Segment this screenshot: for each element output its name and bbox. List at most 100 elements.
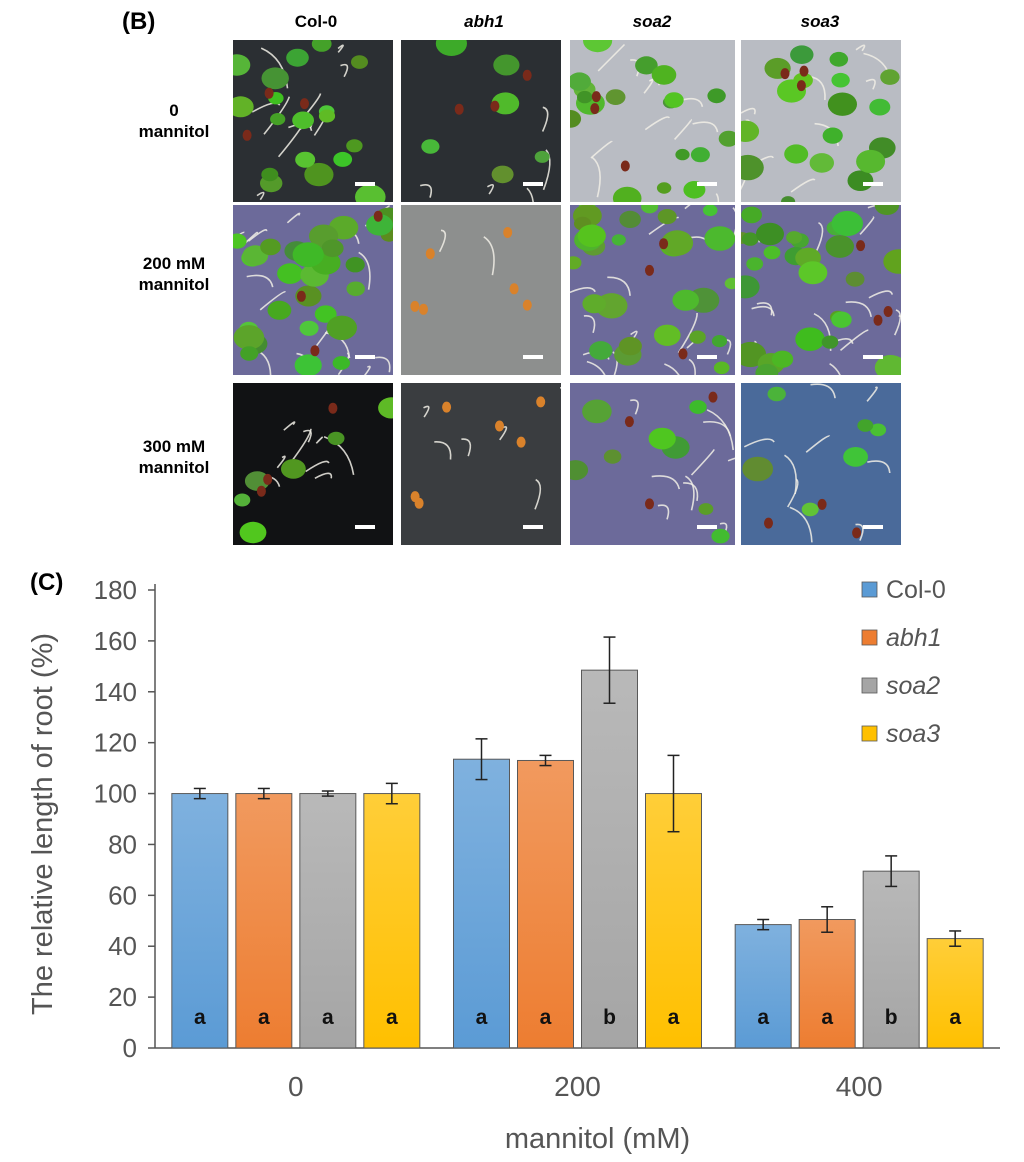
seed: [883, 306, 893, 317]
leaf: [326, 315, 357, 340]
leaf: [661, 230, 694, 256]
bar: [926, 938, 984, 1049]
y-axis-title: The relative length of root (%): [27, 633, 59, 1015]
significance-letter: b: [603, 1006, 616, 1029]
leaf: [611, 234, 626, 246]
seed: [764, 517, 773, 529]
leaf: [756, 222, 784, 246]
bar: [581, 669, 638, 1049]
leaf: [619, 210, 641, 228]
leaf: [261, 67, 289, 90]
row-header-line: mannitol: [138, 122, 210, 141]
seed: [425, 248, 435, 260]
leaf: [857, 419, 874, 432]
root-strand: [251, 102, 281, 113]
row-header-0-mannitol: 0 mannitol: [118, 100, 230, 142]
leaf: [618, 336, 642, 356]
root-strand: [784, 454, 797, 495]
leaf: [651, 65, 677, 85]
leaf: [707, 88, 726, 104]
leaf: [809, 153, 834, 173]
root-strand: [438, 229, 447, 253]
leaf: [260, 238, 281, 256]
root-strand: [692, 121, 719, 133]
row-header-line: 300 mM: [142, 437, 206, 456]
y-tick-label: 120: [94, 728, 137, 758]
seed: [591, 91, 601, 103]
leaf: [690, 147, 710, 163]
leaf: [831, 72, 850, 88]
root-strand: [286, 212, 301, 224]
root-strand: [855, 523, 864, 541]
seed: [624, 416, 634, 428]
leaf: [883, 249, 901, 274]
x-tick-label: 400: [836, 1071, 883, 1102]
seedling-photo: [233, 40, 393, 202]
leaf: [582, 294, 606, 314]
leaf: [421, 139, 440, 154]
leaf: [304, 162, 334, 187]
leaf: [277, 263, 303, 284]
seed: [796, 80, 806, 92]
root-strand: [644, 116, 671, 131]
seedling-photo: [741, 383, 901, 545]
root-strand: [583, 315, 596, 334]
leaf: [534, 150, 550, 163]
seedling-photo: [401, 383, 561, 545]
root-strand: [358, 251, 371, 290]
leaf: [702, 205, 718, 217]
bar: [645, 793, 702, 1049]
root-strand: [340, 63, 349, 78]
significance-letter: a: [949, 1006, 961, 1029]
leaf: [880, 69, 900, 85]
x-tick-label: 200: [554, 1071, 601, 1102]
leaf: [831, 311, 852, 328]
seedling-photo: [570, 205, 735, 375]
root-strand: [727, 457, 735, 462]
plate-background: [401, 40, 561, 202]
leaf: [612, 186, 642, 202]
y-tick-label: 80: [108, 829, 137, 859]
significance-letter: a: [540, 1006, 552, 1029]
column-header-abh1: abh1: [464, 12, 504, 31]
row-header-300-mannitol: 300 mM mannitol: [118, 436, 230, 478]
seed: [300, 98, 309, 110]
scale-bar: [863, 355, 883, 359]
bar: [517, 759, 574, 1049]
scale-bar: [523, 525, 543, 529]
seed: [645, 498, 654, 510]
plate-background: [741, 40, 901, 202]
root-strand: [839, 329, 869, 352]
seed: [678, 348, 688, 360]
seed: [503, 227, 513, 238]
root-strand: [715, 193, 720, 202]
leaf: [295, 151, 316, 168]
root-strand: [829, 363, 841, 375]
y-tick-label: 100: [94, 779, 137, 809]
bar: [363, 793, 421, 1049]
leaf: [831, 210, 863, 237]
significance-letter: a: [322, 1006, 334, 1029]
root-strand: [591, 156, 601, 198]
root-strand: [541, 106, 549, 132]
root-strand: [590, 140, 613, 159]
root-strand: [461, 438, 472, 457]
root-strand: [751, 306, 775, 317]
seed: [296, 290, 306, 302]
leaf: [299, 320, 319, 336]
leaf: [294, 354, 322, 375]
leaf: [870, 423, 887, 437]
seed: [263, 473, 273, 485]
seed: [419, 303, 428, 315]
leaf: [233, 233, 247, 249]
scale-bar: [863, 525, 883, 529]
seedling-photo: [401, 205, 561, 375]
leaf: [346, 281, 365, 297]
y-tick-label: 40: [108, 931, 137, 961]
leaf: [603, 449, 622, 464]
legend-swatch: [861, 629, 878, 646]
leaf: [784, 144, 809, 164]
leaf: [605, 89, 626, 105]
root-strand: [865, 78, 876, 90]
root-strand: [363, 365, 371, 375]
